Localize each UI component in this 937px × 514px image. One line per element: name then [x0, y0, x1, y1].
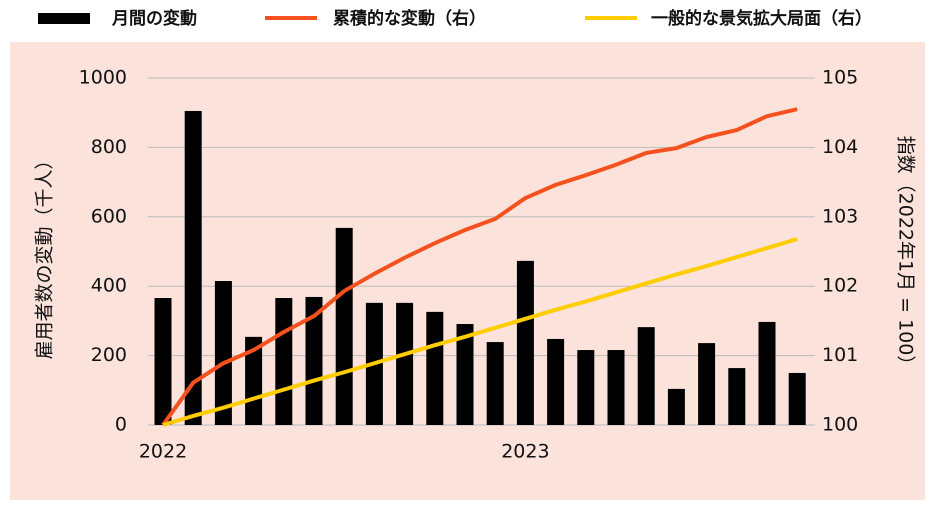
bar	[426, 311, 444, 425]
bar	[547, 338, 565, 425]
bar	[154, 297, 172, 425]
bar	[516, 260, 534, 425]
x-tick-label: 2022	[139, 441, 187, 463]
legend-label: 一般的な景気拡大局面（右）	[651, 8, 872, 29]
y-tick-label: 200	[91, 344, 127, 366]
y-tick-label: 0	[115, 414, 127, 436]
y2-tick-label: 103	[822, 205, 858, 227]
bar	[698, 343, 716, 425]
legend-swatch	[38, 13, 90, 24]
y-tick-label: 400	[91, 275, 127, 297]
bar	[486, 342, 504, 425]
bar	[667, 388, 685, 425]
y-tick-label: 800	[91, 136, 127, 158]
y2-tick-label: 101	[822, 344, 858, 366]
bar	[577, 350, 595, 425]
bar	[335, 227, 353, 425]
y2-axis-label: 指数（2022年1月 = 100）	[895, 136, 917, 375]
bar	[456, 324, 474, 425]
x-tick-label: 2023	[501, 441, 549, 463]
y2-tick-label: 102	[822, 275, 858, 297]
legend-label: 累積的な変動（右）	[333, 8, 486, 29]
legend: 月間の変動 累積的な変動（右） 一般的な景気拡大局面（右）	[38, 8, 872, 29]
y-axis-label: 雇用者数の変動（千人）	[34, 150, 56, 359]
y2-tick-label: 100	[822, 414, 858, 436]
y2-tick-label: 105	[822, 67, 858, 89]
bar	[275, 297, 293, 425]
legend-label: 月間の変動	[111, 8, 197, 29]
bar	[245, 336, 263, 425]
y-tick-label: 1000	[79, 67, 127, 89]
bar	[788, 372, 806, 425]
y-tick-label: 600	[91, 205, 127, 227]
bar	[184, 110, 202, 425]
bar	[305, 296, 323, 425]
bar	[728, 368, 746, 425]
bar	[396, 302, 414, 425]
line	[161, 107, 798, 427]
bar	[758, 321, 776, 425]
bar	[607, 350, 625, 425]
bar	[214, 280, 232, 425]
y2-tick-label: 104	[822, 136, 858, 158]
bar	[637, 327, 655, 425]
line	[162, 237, 798, 427]
